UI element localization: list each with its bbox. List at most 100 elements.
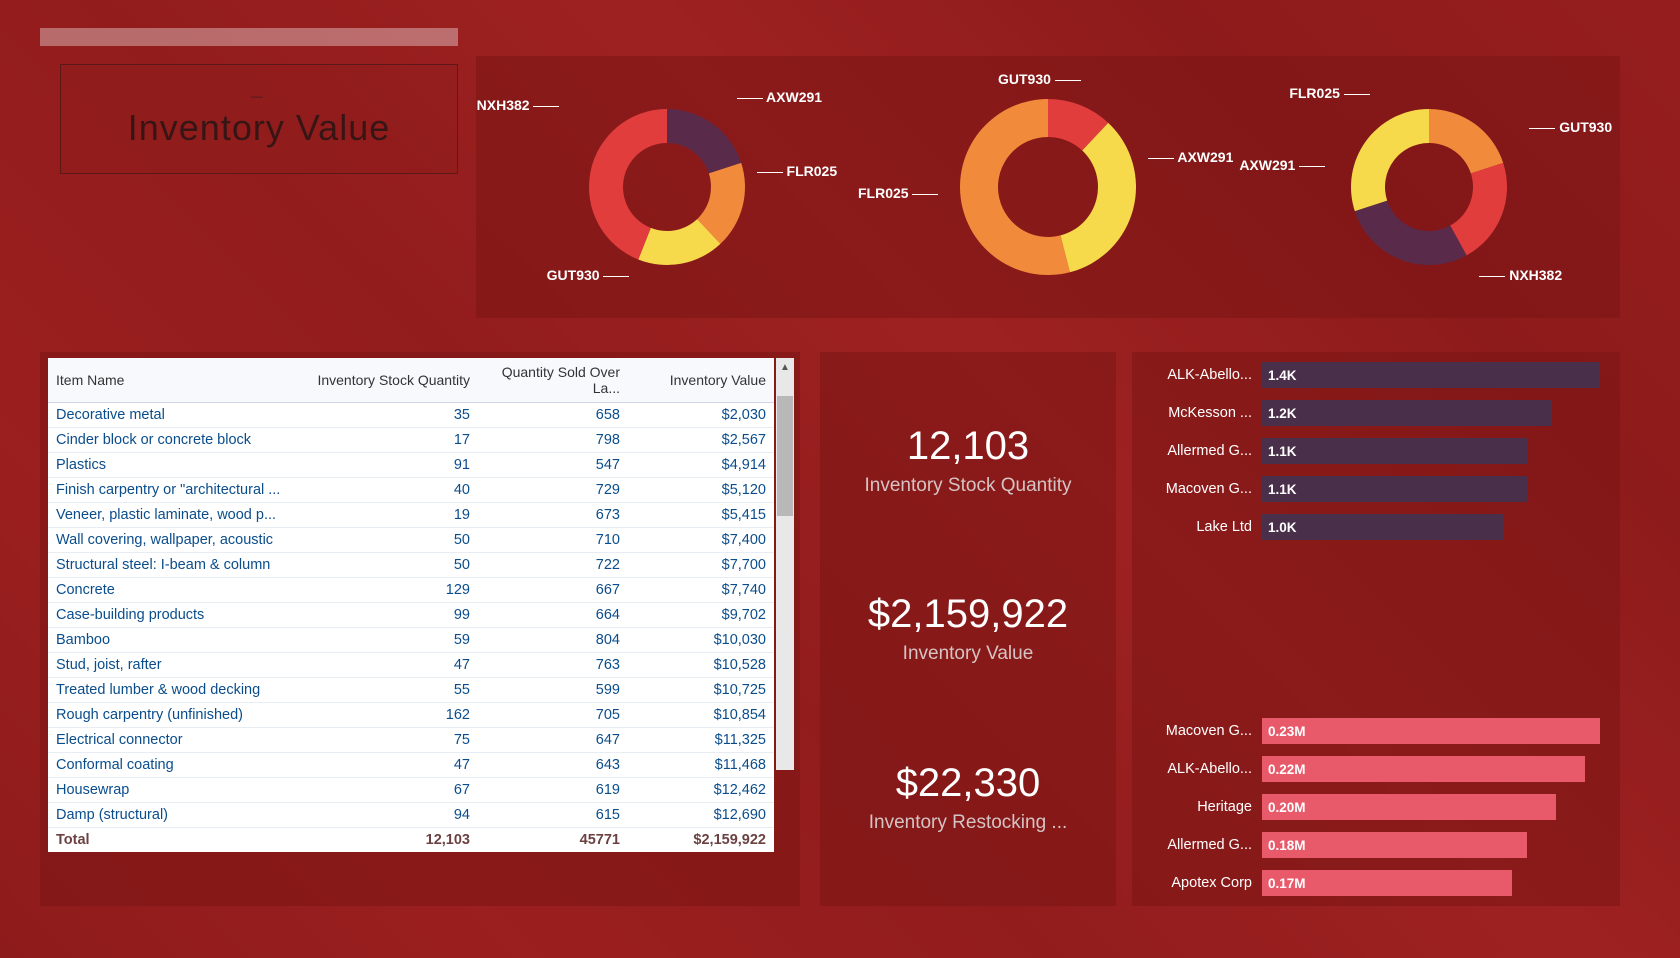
table-row[interactable]: Wall covering, wallpaper, acoustic50710$… bbox=[48, 528, 774, 553]
table-cell: 647 bbox=[478, 728, 628, 753]
donut-label: AXW291 bbox=[737, 89, 822, 105]
table-row[interactable]: Plastics91547$4,914 bbox=[48, 453, 774, 478]
table-cell: 91 bbox=[308, 453, 478, 478]
donut-slice[interactable] bbox=[1429, 109, 1503, 173]
bar-chart-top[interactable]: ALK-Abello... 1.4K McKesson ...1.2K Allerme… bbox=[1152, 360, 1600, 542]
bar-row[interactable]: Macoven G...1.1K bbox=[1152, 474, 1600, 504]
bar-category: ALK-Abello... bbox=[1152, 367, 1262, 383]
kpi-card: $22,330 Inventory Restocking ... bbox=[869, 761, 1068, 834]
table-header[interactable]: Item Name bbox=[48, 358, 308, 403]
bar-fill bbox=[1262, 362, 1600, 388]
table-cell: $11,325 bbox=[628, 728, 774, 753]
table-cell: $2,030 bbox=[628, 403, 774, 428]
donut-2[interactable]: GUT930 AXW291FLR025 bbox=[868, 67, 1228, 307]
table-header[interactable]: Inventory Value bbox=[628, 358, 774, 403]
donut-label: FLR025 bbox=[757, 163, 837, 179]
bar-track: 0.20M bbox=[1262, 794, 1600, 820]
scrollbar-thumb[interactable] bbox=[777, 396, 793, 516]
table-cell: 55 bbox=[308, 678, 478, 703]
donut-slice[interactable] bbox=[1060, 123, 1136, 272]
table-cell: Concrete bbox=[48, 578, 308, 603]
table-cell: 710 bbox=[478, 528, 628, 553]
table-row[interactable]: Cinder block or concrete block17798$2,56… bbox=[48, 428, 774, 453]
bar-category: Allermed G... bbox=[1152, 443, 1262, 459]
table-cell: Electrical connector bbox=[48, 728, 308, 753]
bar-row[interactable]: Apotex Corp0.17M bbox=[1152, 868, 1600, 898]
table-row[interactable]: Veneer, plastic laminate, wood p...19673… bbox=[48, 503, 774, 528]
bar-row[interactable]: Macoven G...0.23M bbox=[1152, 716, 1600, 746]
bar-row[interactable]: Allermed G...1.1K bbox=[1152, 436, 1600, 466]
table-row[interactable]: Concrete129667$7,740 bbox=[48, 578, 774, 603]
bar-category: Heritage bbox=[1152, 799, 1262, 815]
table-row[interactable]: Finish carpentry or "architectural ...40… bbox=[48, 478, 774, 503]
bar-track: 1.0K bbox=[1262, 514, 1600, 540]
donut-label: GUT930 bbox=[547, 267, 630, 283]
table-row[interactable]: Damp (structural)94615$12,690 bbox=[48, 803, 774, 828]
donut-3[interactable]: FLR025 GUT930 NXH382AXW291 bbox=[1249, 67, 1609, 307]
donut-slice[interactable] bbox=[667, 109, 741, 173]
table-cell: 547 bbox=[478, 453, 628, 478]
table-cell: 17 bbox=[308, 428, 478, 453]
table-cell: 67 bbox=[308, 778, 478, 803]
table-row[interactable]: Bamboo59804$10,030 bbox=[48, 628, 774, 653]
bar-value: 1.0K bbox=[1268, 514, 1297, 540]
inventory-table[interactable]: Item NameInventory Stock QuantityQuantit… bbox=[48, 358, 774, 852]
table-cell: Case-building products bbox=[48, 603, 308, 628]
bar-row[interactable]: Lake Ltd 1.0K bbox=[1152, 512, 1600, 542]
page-title: Inventory Value bbox=[128, 107, 390, 149]
bar-category: McKesson ... bbox=[1152, 405, 1262, 421]
table-row[interactable]: Housewrap67619$12,462 bbox=[48, 778, 774, 803]
donut-slice[interactable] bbox=[1351, 109, 1429, 211]
scroll-up-button[interactable]: ▲ bbox=[776, 358, 794, 376]
donuts-panel: NXH382 AXW291 FLR025GUT930 GUT930 AXW291… bbox=[476, 56, 1620, 318]
kpi-label: Inventory Restocking ... bbox=[869, 812, 1068, 834]
bar-fill bbox=[1262, 438, 1528, 464]
table-row[interactable]: Treated lumber & wood decking55599$10,72… bbox=[48, 678, 774, 703]
bar-row[interactable]: McKesson ...1.2K bbox=[1152, 398, 1600, 428]
donut-slice[interactable] bbox=[1355, 201, 1467, 265]
table-cell: $5,120 bbox=[628, 478, 774, 503]
table-cell: 19 bbox=[308, 503, 478, 528]
bar-row[interactable]: Heritage0.20M bbox=[1152, 792, 1600, 822]
table-cell: 658 bbox=[478, 403, 628, 428]
table-row[interactable]: Stud, joist, rafter47763$10,528 bbox=[48, 653, 774, 678]
table-header[interactable]: Inventory Stock Quantity bbox=[308, 358, 478, 403]
table-cell: $5,415 bbox=[628, 503, 774, 528]
bar-row[interactable]: Allermed G...0.18M bbox=[1152, 830, 1600, 860]
table-cell: 729 bbox=[478, 478, 628, 503]
table-row[interactable]: Electrical connector75647$11,325 bbox=[48, 728, 774, 753]
table-cell: Rough carpentry (unfinished) bbox=[48, 703, 308, 728]
bar-value: 0.23M bbox=[1268, 718, 1306, 744]
table-cell: 47 bbox=[308, 653, 478, 678]
donut-1[interactable]: NXH382 AXW291 FLR025GUT930 bbox=[487, 67, 847, 307]
table-row[interactable]: Conformal coating47643$11,468 bbox=[48, 753, 774, 778]
scrollbar-track[interactable] bbox=[776, 376, 794, 770]
title-box[interactable]: — Inventory Value bbox=[60, 64, 458, 174]
bar-track: 1.1K bbox=[1262, 438, 1600, 464]
kpi-value: $2,159,922 bbox=[868, 592, 1068, 637]
table-row[interactable]: Case-building products99664$9,702 bbox=[48, 603, 774, 628]
bar-category: Lake Ltd bbox=[1152, 519, 1262, 535]
bar-track: 1.2K bbox=[1262, 400, 1600, 426]
table-cell: 599 bbox=[478, 678, 628, 703]
table-cell: $10,030 bbox=[628, 628, 774, 653]
bar-fill bbox=[1262, 794, 1556, 820]
bar-chart-bottom[interactable]: Macoven G...0.23M ALK-Abello...0.22M Herit… bbox=[1152, 716, 1600, 898]
bar-fill bbox=[1262, 718, 1600, 744]
bar-track: 0.17M bbox=[1262, 870, 1600, 896]
table-cell: $11,468 bbox=[628, 753, 774, 778]
title-small-line: — bbox=[251, 89, 267, 103]
table-row[interactable]: Decorative metal35658$2,030 bbox=[48, 403, 774, 428]
kpi-value: $22,330 bbox=[869, 761, 1068, 806]
table-cell: $2,567 bbox=[628, 428, 774, 453]
bar-row[interactable]: ALK-Abello... 1.4K bbox=[1152, 360, 1600, 390]
table-row[interactable]: Rough carpentry (unfinished)162705$10,85… bbox=[48, 703, 774, 728]
kpi-label: Inventory Value bbox=[868, 643, 1068, 665]
table-row[interactable]: Structural steel: I-beam & column50722$7… bbox=[48, 553, 774, 578]
kpi-panel: 12,103Inventory Stock Quantity$2,159,922… bbox=[820, 352, 1116, 906]
bar-row[interactable]: ALK-Abello...0.22M bbox=[1152, 754, 1600, 784]
bar-value: 1.4K bbox=[1268, 362, 1297, 388]
table-header[interactable]: Quantity Sold Over La... bbox=[478, 358, 628, 403]
bar-fill bbox=[1262, 476, 1528, 502]
table-cell: $12,690 bbox=[628, 803, 774, 828]
